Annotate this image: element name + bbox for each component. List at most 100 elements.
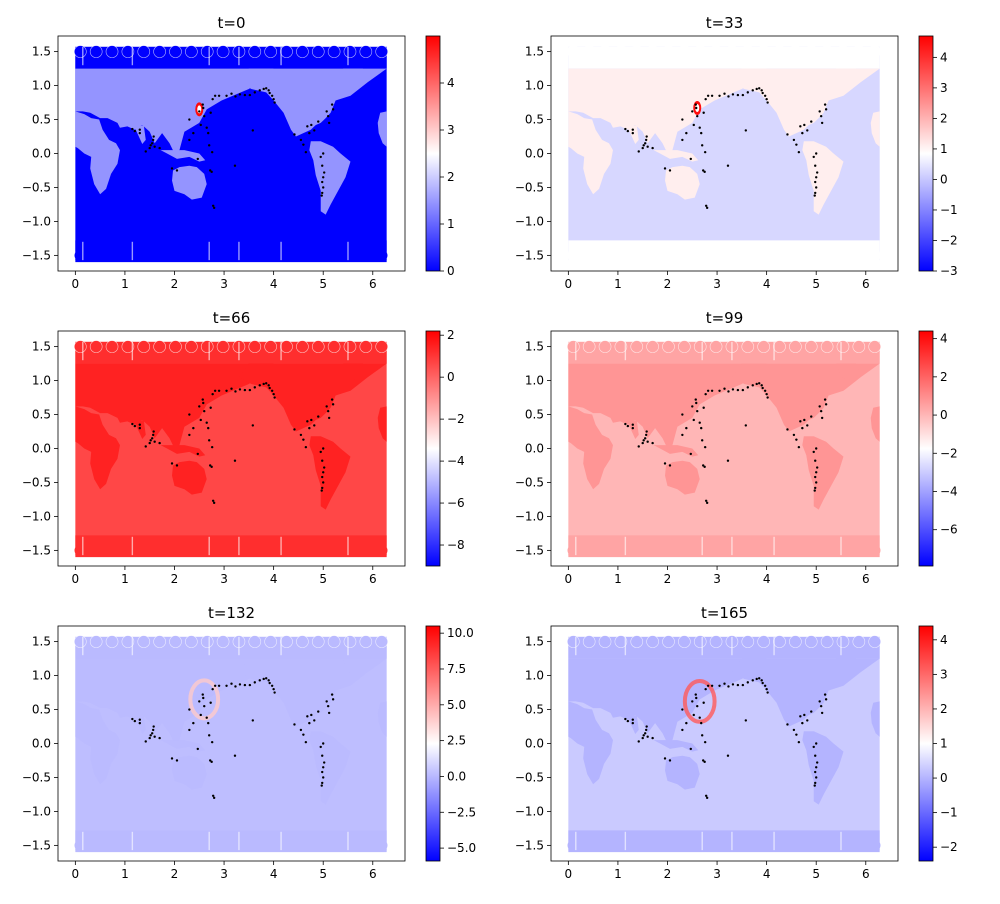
polar-scallop — [836, 340, 850, 353]
gauge-station-marker — [175, 169, 179, 172]
x-tick-label: 3 — [220, 572, 228, 586]
gauge-station-marker — [207, 721, 210, 725]
polar-scallop — [693, 45, 707, 58]
y-tick-label: 1.5 — [525, 45, 544, 59]
polar-scallop — [248, 45, 262, 58]
gauge-station-marker — [710, 94, 714, 97]
gauge-station-marker — [320, 489, 323, 492]
gauge-station-marker — [815, 447, 818, 450]
gauge-station-marker — [824, 403, 828, 406]
gauge-station-marker — [207, 426, 210, 430]
gauge-station-marker — [751, 679, 754, 682]
gauge-station-marker — [718, 684, 721, 687]
gauge-station-marker — [681, 433, 684, 437]
x-tick-label: 4 — [763, 572, 771, 586]
gauge-station-marker — [698, 716, 701, 719]
landmass-japan — [688, 104, 694, 116]
gauge-station-marker — [696, 409, 699, 413]
gauge-station-marker — [330, 398, 334, 401]
gauge-station-marker — [233, 754, 237, 757]
gauge-station-marker — [207, 734, 211, 737]
polar-scallop — [598, 45, 612, 58]
gauge-station-marker — [801, 426, 804, 430]
gauge-station-marker — [814, 164, 817, 167]
gauge-station-marker — [694, 103, 697, 106]
colorbar-tick-label: −2 — [940, 840, 958, 854]
y-tick-label: −0.5 — [22, 180, 51, 194]
colorbar-tick-label: 3 — [940, 667, 948, 681]
gauge-station-marker — [217, 94, 221, 97]
gauge-station-marker — [696, 114, 699, 118]
landmass-africa — [568, 111, 613, 195]
gauge-station-marker — [133, 719, 137, 723]
colorbar-tick-label: 3 — [447, 123, 455, 137]
gauge-station-marker — [700, 144, 704, 147]
gauge-station-marker — [198, 405, 201, 408]
gauge-station-marker — [196, 747, 199, 751]
polar-scallop — [630, 340, 644, 353]
gauge-station-marker — [718, 389, 721, 392]
gauge-station-marker — [330, 103, 334, 106]
gauge-station-marker — [153, 735, 156, 738]
landmass-australia — [665, 165, 700, 200]
gauge-station-marker — [818, 110, 821, 113]
gauge-station-marker — [327, 416, 331, 420]
gauge-station-marker — [815, 176, 818, 179]
gauge-station-marker — [321, 164, 324, 167]
plot-area — [567, 45, 882, 263]
gauge-station-marker — [766, 396, 769, 399]
landmass-india — [627, 124, 639, 144]
gauge-station-marker — [310, 123, 313, 127]
gauge-station-marker — [321, 770, 324, 774]
polar-scallop — [852, 45, 866, 58]
gauge-station-marker — [210, 740, 214, 744]
landmass-australia — [172, 460, 207, 495]
polar-scallop — [153, 340, 166, 353]
gauge-station-marker — [330, 693, 334, 696]
gauge-station-marker — [641, 736, 644, 740]
gauge-station-marker — [727, 95, 730, 98]
gauge-station-marker — [211, 97, 214, 101]
x-tick-label: 3 — [713, 572, 721, 586]
subplot-title: t=99 — [706, 309, 744, 327]
x-tick-label: 1 — [121, 572, 129, 586]
x-tick-label: 5 — [319, 277, 327, 291]
colorbar-tick-label: 0 — [447, 370, 455, 384]
colorbar-tick-label: −3 — [940, 264, 958, 278]
y-tick-label: 1.5 — [525, 635, 544, 649]
gauge-station-marker — [751, 384, 754, 387]
x-tick-label: 5 — [319, 572, 327, 586]
gauge-station-marker — [149, 439, 152, 442]
gauge-station-marker — [322, 176, 325, 179]
polar-scallop — [248, 635, 262, 648]
landmass-africa-west — [870, 111, 880, 147]
gauge-station-marker — [196, 157, 199, 161]
landmass-indonesia — [160, 445, 206, 457]
landmass-greenland — [836, 68, 861, 86]
polar-scallop — [662, 635, 675, 648]
gauge-station-marker — [234, 685, 237, 688]
north-polar-band — [568, 46, 880, 69]
polar-scallop — [89, 340, 103, 353]
gauge-station-marker — [691, 700, 694, 703]
landmass-africa — [75, 406, 120, 490]
gauge-station-marker — [325, 405, 328, 408]
y-tick-label: −0.5 — [515, 475, 544, 489]
colorbar-tick-label: −6 — [940, 523, 958, 537]
gauge-station-marker — [293, 723, 296, 726]
gauge-station-marker — [801, 131, 804, 135]
gauge-station-marker — [703, 465, 706, 469]
polar-scallop — [693, 635, 707, 648]
landmass-indonesia — [160, 150, 206, 162]
subplot-2: t=660 1 2 3 4 5 61.51.00.50.0−0.5−1.0−1.5 −8−6−… — [22, 309, 465, 586]
polar-scallop — [646, 45, 659, 58]
gauge-station-marker — [741, 683, 745, 687]
polar-scallop — [614, 45, 628, 58]
gauge-station-marker — [306, 420, 309, 423]
gauge-station-marker — [158, 736, 161, 740]
gauge-station-marker — [823, 398, 827, 401]
y-tick-label: 0.0 — [32, 147, 51, 161]
polar-scallop — [296, 340, 309, 353]
gauge-station-marker — [755, 87, 758, 91]
